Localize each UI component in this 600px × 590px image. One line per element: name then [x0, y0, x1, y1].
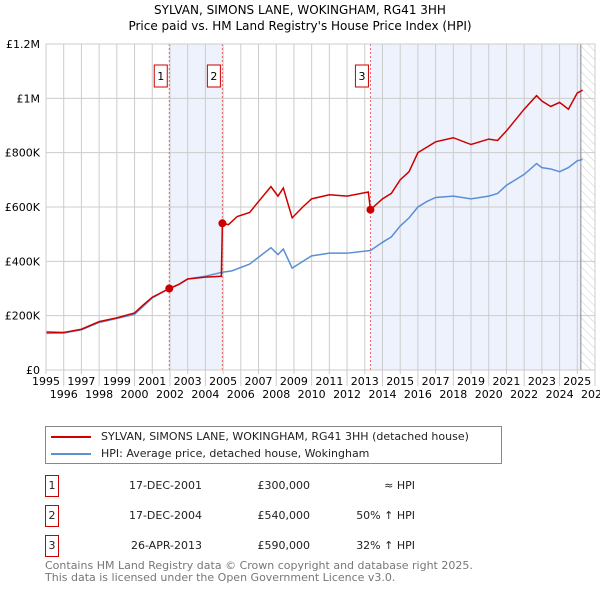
x-tick-label: 2022 [510, 388, 538, 401]
sale-marker: 3 [45, 535, 59, 557]
sale-date: 17-DEC-2004 [128, 509, 202, 522]
sale-date: 26-APR-2013 [130, 539, 202, 552]
legend-label-hpi: HPI: Average price, detached house, Woki… [101, 447, 370, 460]
sale-label-box [206, 64, 221, 88]
sale-label: 3 [358, 70, 365, 83]
sale-price: £590,000 [257, 539, 311, 552]
sale-row: 1 17-DEC-2001 £300,000 ≈ HPI [45, 475, 445, 497]
x-tick-label: 2010 [298, 388, 326, 401]
sale-price: £540,000 [257, 509, 311, 522]
sale-row: 3 26-APR-2013 £590,000 32% ↑ HPI [45, 535, 445, 557]
x-tick-label: 2004 [191, 388, 219, 401]
x-tick-label: 1999 [103, 375, 131, 388]
y-tick-label: £0 [26, 364, 40, 377]
legend-label-property: SYLVAN, SIMONS LANE, WOKINGHAM, RG41 3HH… [101, 430, 469, 443]
sale-point [218, 219, 227, 228]
sale-date: 17-DEC-2001 [128, 479, 202, 492]
x-tick-label: 2005 [209, 375, 237, 388]
y-tick-label: £1M [17, 92, 41, 105]
x-tick-label: 2025 [563, 375, 591, 388]
x-tick-label: 2003 [174, 375, 202, 388]
sale-marker: 2 [45, 505, 59, 527]
legend-swatch-blue [51, 452, 91, 455]
x-tick-label: 2020 [475, 388, 503, 401]
x-tick-label: 2012 [333, 388, 361, 401]
footer: Contains HM Land Registry data © Crown c… [45, 560, 473, 584]
x-tick-label: 1997 [67, 375, 95, 388]
x-tick-label: 2016 [404, 388, 432, 401]
y-tick-label: £200K [5, 310, 41, 323]
sale-label: 1 [157, 70, 164, 83]
x-tick-label: 2018 [439, 388, 467, 401]
chart-title: SYLVAN, SIMONS LANE, WOKINGHAM, RG41 3HH [154, 3, 446, 17]
plot-frame [45, 43, 596, 371]
sale-point [366, 205, 375, 214]
x-tick-label: 2007 [245, 375, 273, 388]
footer-line: This data is licensed under the Open Gov… [45, 571, 396, 584]
x-tick-label: 2024 [546, 388, 574, 401]
x-tick-label: 1995 [32, 375, 60, 388]
x-tick-label: 2000 [121, 388, 149, 401]
sale-price: £300,000 [257, 479, 311, 492]
x-tick-label: 2013 [351, 375, 379, 388]
x-tick-label: 2006 [227, 388, 255, 401]
legend: SYLVAN, SIMONS LANE, WOKINGHAM, RG41 3HH… [45, 426, 502, 464]
sale-hpi: 50% ↑ HPI [356, 509, 415, 522]
price-chart: SYLVAN, SIMONS LANE, WOKINGHAM, RG41 3HH… [5, 3, 600, 401]
x-tick-label: 1998 [85, 388, 113, 401]
x-tick-label: 2011 [315, 375, 343, 388]
sale-point [165, 284, 174, 293]
sale-hpi: ≈ HPI [384, 479, 415, 492]
x-tick-label: 2002 [156, 388, 184, 401]
footer-line: Contains HM Land Registry data © Crown c… [45, 559, 473, 572]
legend-swatch-red [51, 435, 91, 438]
x-tick-label: 2023 [528, 375, 556, 388]
y-tick-label: £1.2M [6, 38, 40, 51]
chart-subtitle: Price paid vs. HM Land Registry's House … [128, 19, 471, 33]
x-tick-label: 2019 [457, 375, 485, 388]
x-tick-label: 2009 [280, 375, 308, 388]
sale-label-box [354, 64, 369, 88]
x-tick-label: 2026 [581, 388, 600, 401]
sale-label: 2 [210, 70, 217, 83]
sale-label-box [153, 64, 168, 88]
x-tick-label: 2021 [492, 375, 520, 388]
y-tick-label: £400K [5, 255, 41, 268]
sale-marker: 1 [45, 475, 59, 497]
sale-hpi: 32% ↑ HPI [356, 539, 415, 552]
y-tick-label: £800K [5, 147, 41, 160]
x-tick-label: 2015 [386, 375, 414, 388]
x-tick-label: 2017 [422, 375, 450, 388]
x-tick-label: 2014 [368, 388, 396, 401]
x-tick-label: 2008 [262, 388, 290, 401]
y-tick-label: £600K [5, 201, 41, 214]
x-tick-label: 1996 [50, 388, 78, 401]
sale-row: 2 17-DEC-2004 £540,000 50% ↑ HPI [45, 505, 445, 527]
x-tick-label: 2001 [138, 375, 166, 388]
